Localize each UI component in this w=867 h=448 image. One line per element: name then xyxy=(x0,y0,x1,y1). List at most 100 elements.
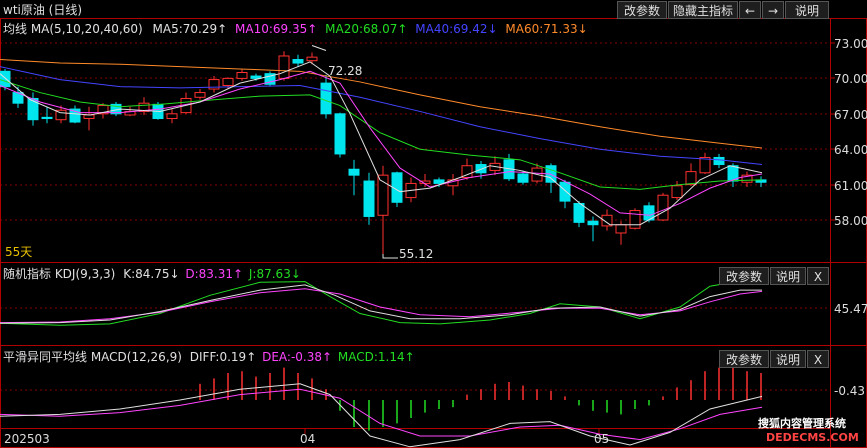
ma5-line xyxy=(0,61,763,226)
macd-macd-value: MACD:1.14↑ xyxy=(337,350,415,364)
hide-main-indicator-button[interactable]: 隐藏主指标 xyxy=(668,1,738,19)
ma40-line xyxy=(0,66,763,166)
close-icon: X xyxy=(813,353,823,367)
candle-body xyxy=(363,180,375,217)
candle-body xyxy=(250,75,262,79)
low-price-annotation: 55.12 xyxy=(399,247,434,261)
macd-help-button[interactable]: 说明 xyxy=(770,350,806,368)
macd-diff-line xyxy=(0,383,763,448)
macd-head: 平滑异同平均线 MACD(12,26,9) xyxy=(3,350,182,364)
candle-body xyxy=(194,92,206,98)
date-axis-label: 202503 xyxy=(4,432,50,446)
candle-body xyxy=(222,77,234,86)
candle-body xyxy=(685,171,697,186)
candle-body xyxy=(433,179,445,184)
candle-body xyxy=(97,105,109,115)
candle-body xyxy=(391,172,403,203)
candle-body xyxy=(320,82,332,115)
change-params-button[interactable]: 改参数 xyxy=(617,1,667,19)
help-button[interactable]: 说明 xyxy=(785,1,829,19)
ma-legend: 均线 MA(5,10,20,40,60) MA5:70.29↑ MA10:69.… xyxy=(3,22,588,36)
candle-body xyxy=(601,214,613,227)
high-price-annotation: 72.28 xyxy=(328,64,363,78)
date-axis-label: 04 xyxy=(300,432,316,446)
date-axis-label: 05 xyxy=(594,432,610,446)
arrow-left-icon: ← xyxy=(744,4,756,18)
ma-legend-head: 均线 MA(5,10,20,40,60) xyxy=(3,22,143,36)
candle-body xyxy=(377,174,389,216)
candle-body xyxy=(461,165,473,179)
candle-body xyxy=(41,116,53,120)
ma40-value: MA40:69.42↓ xyxy=(415,22,498,36)
macd-diff-value: DIFF:0.19↑ xyxy=(189,350,257,364)
price-axis-label: 73.00 xyxy=(834,37,867,51)
candle-body xyxy=(55,109,67,121)
candle-body xyxy=(559,181,571,202)
window-title: wti原油 (日线) xyxy=(3,3,83,17)
candle-body xyxy=(475,164,487,174)
candle-body xyxy=(671,185,683,199)
candle-body xyxy=(615,224,627,234)
macd-change-params-button[interactable]: 改参数 xyxy=(719,350,769,368)
macd-close-button[interactable]: X xyxy=(807,350,829,368)
watermark-line2: DEDECMS.COM xyxy=(766,431,859,444)
ma60-line xyxy=(0,59,763,149)
candle-body xyxy=(573,202,585,223)
price-axis-label: 61.00 xyxy=(834,179,867,193)
ma20-line xyxy=(0,79,763,190)
kdj-help-button[interactable]: 说明 xyxy=(770,267,806,285)
close-icon: X xyxy=(813,270,823,284)
low-marker xyxy=(382,253,398,259)
price-axis-label: 64.00 xyxy=(834,143,867,157)
macd-legend: 平滑异同平均线 MACD(12,26,9) DIFF:0.19↑ DEA:-0.… xyxy=(3,350,415,364)
chart-frame xyxy=(0,18,867,448)
candle-body xyxy=(741,174,753,183)
kdj-j-value: J:87.63↓ xyxy=(248,267,301,281)
arrow-right-icon: → xyxy=(767,4,779,18)
price-axis-label: 58.00 xyxy=(834,214,867,228)
candle-body xyxy=(0,70,11,88)
kdj-change-params-button[interactable]: 改参数 xyxy=(719,267,769,285)
macd-dea-value: DEA:-0.38↑ xyxy=(262,350,333,364)
high-marker xyxy=(311,45,327,51)
watermark-line1: 搜狐内容管理系统 xyxy=(758,417,846,430)
macd-axis-label: -0.43 xyxy=(834,384,866,398)
kdj-d-line xyxy=(0,288,763,324)
candle-body xyxy=(69,108,81,123)
macd-dea-line xyxy=(0,388,763,441)
kdj-d-value: D:83.31↑ xyxy=(185,267,244,281)
kdj-axis-label: 45.47 xyxy=(834,302,867,316)
kdj-head: 随机指标 KDJ(9,3,3) xyxy=(3,267,116,281)
candle-body xyxy=(278,55,290,79)
candle-body xyxy=(306,56,318,62)
candle-body xyxy=(27,97,39,121)
ma10-value: MA10:69.35↑ xyxy=(235,22,318,36)
candle-body xyxy=(348,168,360,176)
candle-body xyxy=(657,194,669,221)
kdj-k-value: K:84.75↓ xyxy=(123,267,180,281)
candle-body xyxy=(166,113,178,120)
candle-body xyxy=(83,114,95,120)
candle-body xyxy=(264,73,276,85)
candle-body xyxy=(713,156,725,166)
price-axis-label: 70.00 xyxy=(834,72,867,86)
candle-body xyxy=(587,220,599,226)
candle-body xyxy=(236,72,248,79)
candle-body xyxy=(208,79,220,90)
candle-body xyxy=(629,210,641,229)
ma20-value: MA20:68.07↑ xyxy=(325,22,408,36)
candle-body xyxy=(517,173,529,183)
scroll-left-button[interactable]: ← xyxy=(739,1,761,19)
candle-body xyxy=(699,156,711,174)
ma60-value: MA60:71.33↓ xyxy=(505,22,588,36)
kdj-legend: 随机指标 KDJ(9,3,3) K:84.75↓ D:83.31↑ J:87.6… xyxy=(3,267,301,281)
candle-body xyxy=(334,113,346,155)
days-count: 55天 xyxy=(5,245,33,259)
price-axis-label: 67.00 xyxy=(834,108,867,122)
scroll-right-button[interactable]: → xyxy=(762,1,784,19)
kdj-close-button[interactable]: X xyxy=(807,267,829,285)
candle-body xyxy=(138,102,150,112)
kdj-k-line xyxy=(0,284,762,324)
candle-body xyxy=(292,59,304,64)
